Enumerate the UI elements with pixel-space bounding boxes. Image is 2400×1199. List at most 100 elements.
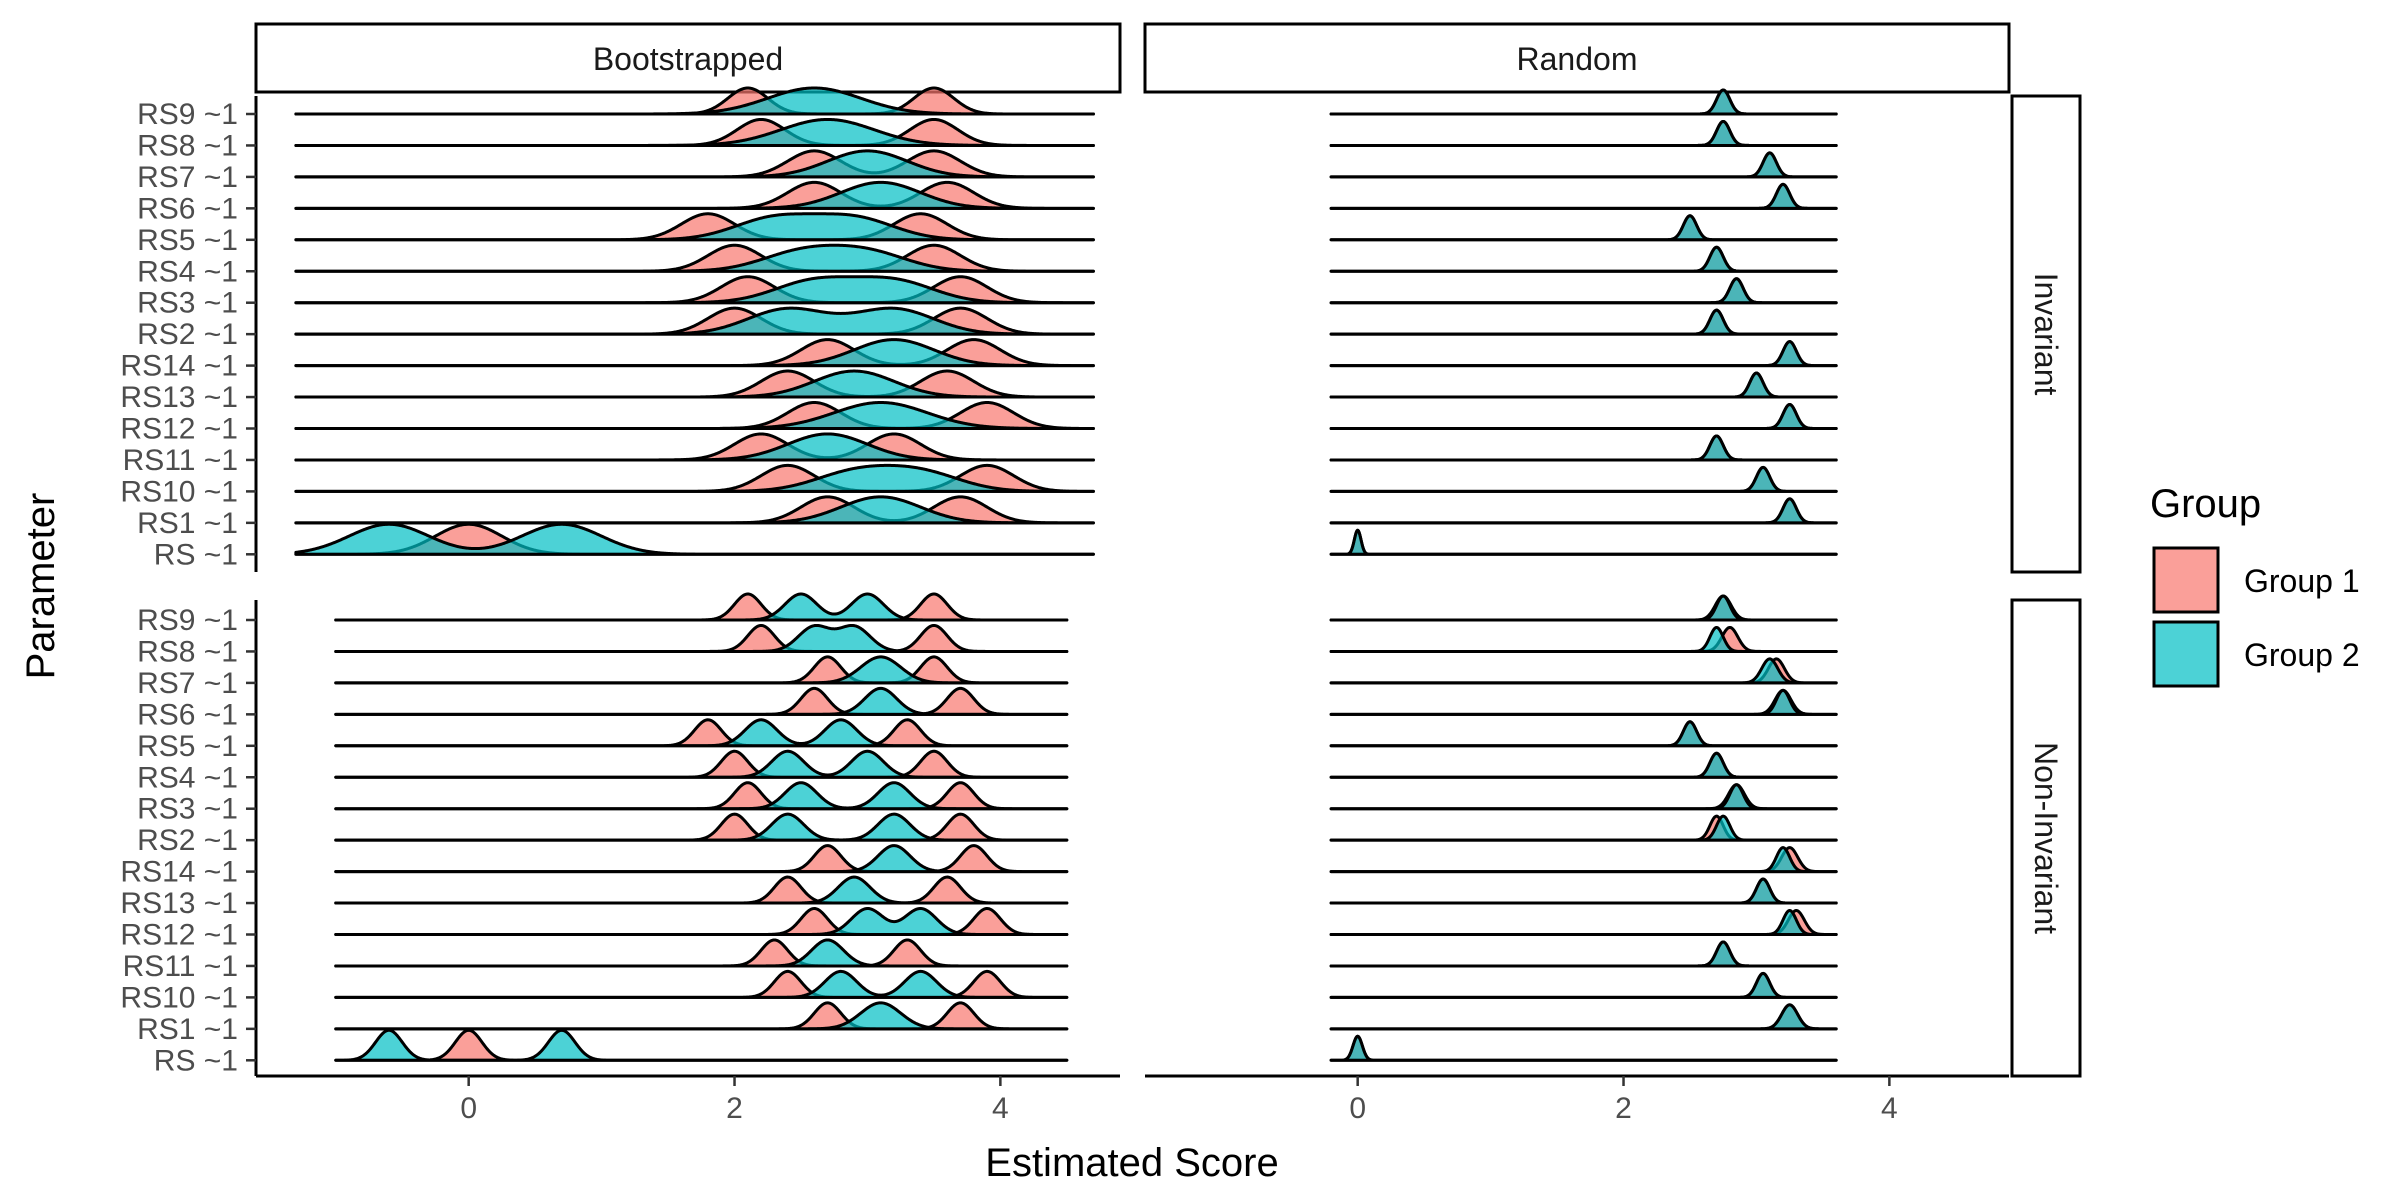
panels-layer bbox=[294, 86, 1838, 1062]
strip-bootstrapped-box bbox=[254, 22, 1122, 94]
strip-non-invariant-box bbox=[2010, 598, 2082, 1078]
y-tick-label: RS14 ~1 bbox=[120, 350, 238, 383]
density-group-2 bbox=[1329, 340, 1838, 368]
ridge-rs71 bbox=[334, 655, 1069, 685]
ridge-rs101 bbox=[294, 463, 1095, 493]
density-group-2 bbox=[1329, 783, 1838, 811]
x-tick-label: 0 bbox=[1349, 1092, 1366, 1125]
density-group-2 bbox=[1329, 182, 1838, 210]
density-group-2 bbox=[334, 1001, 1069, 1031]
ridge-rs91 bbox=[1329, 594, 1838, 622]
strip-random-box bbox=[1143, 22, 2011, 94]
ridge-rs101 bbox=[1329, 465, 1838, 493]
ridge-rs31 bbox=[1329, 783, 1838, 811]
density-group-1 bbox=[294, 180, 1095, 210]
ridge-rs81 bbox=[1329, 625, 1838, 653]
y-tick-label: RS10 ~1 bbox=[120, 475, 238, 508]
ridge-rs111 bbox=[334, 938, 1069, 968]
ridge-rs61 bbox=[1329, 688, 1838, 716]
y-tick-label: RS7 ~1 bbox=[137, 161, 238, 194]
y-tick-label: RS6 ~1 bbox=[137, 698, 238, 731]
ridge-rs1 bbox=[334, 1028, 1069, 1062]
density-group-2 bbox=[1329, 940, 1838, 968]
density-group-2 bbox=[334, 1028, 1069, 1062]
density-group-2 bbox=[294, 495, 1095, 525]
ridge-rs21 bbox=[334, 812, 1069, 842]
density-group-1 bbox=[1329, 497, 1838, 525]
x-axis-title: Estimated Score bbox=[985, 1141, 1278, 1185]
ridge-rs121 bbox=[1329, 909, 1838, 936]
density-group-2 bbox=[334, 623, 1069, 653]
ridge-rs1 bbox=[1329, 1034, 1838, 1062]
density-group-1 bbox=[1329, 245, 1838, 273]
density-group-2 bbox=[294, 369, 1095, 399]
y-tick-label: RS2 ~1 bbox=[137, 318, 238, 351]
density-group-2 bbox=[1329, 277, 1838, 305]
y-tick-label: RS7 ~1 bbox=[137, 667, 238, 700]
strip-random-label: Random bbox=[1517, 41, 1638, 77]
ridge-rs41 bbox=[1329, 245, 1838, 273]
density-group-2 bbox=[1329, 119, 1838, 147]
strip-invariant-label: Invariant bbox=[2028, 273, 2064, 396]
density-group-1 bbox=[334, 938, 1069, 968]
density-group-2 bbox=[1329, 465, 1838, 493]
density-group-2 bbox=[294, 432, 1095, 462]
ridge-rs121 bbox=[334, 907, 1069, 936]
y-tick-label: RS ~1 bbox=[154, 538, 238, 571]
density-group-2 bbox=[1329, 971, 1838, 999]
density-group-2 bbox=[1329, 657, 1838, 685]
density-group-1 bbox=[1329, 846, 1838, 874]
x-tick-label: 4 bbox=[992, 1092, 1009, 1125]
ridge-rs41 bbox=[1329, 751, 1838, 779]
density-group-2 bbox=[294, 275, 1095, 305]
density-group-1 bbox=[1329, 308, 1838, 336]
ridge-rs111 bbox=[294, 432, 1095, 462]
density-group-1 bbox=[1329, 1003, 1838, 1031]
density-group-1 bbox=[1329, 751, 1838, 779]
density-group-1 bbox=[294, 369, 1095, 399]
y-tick-label: RS9 ~1 bbox=[137, 98, 238, 131]
panel-random-invariant bbox=[1329, 88, 1838, 556]
density-group-1 bbox=[1329, 403, 1838, 430]
ridge-rs61 bbox=[334, 686, 1069, 716]
density-group-2 bbox=[294, 401, 1095, 430]
y-tick-label: RS11 ~1 bbox=[123, 444, 238, 477]
row-strips: Invariant Non-Invariant bbox=[2010, 94, 2082, 1078]
density-group-2 bbox=[1329, 88, 1838, 116]
x-tick-label: 2 bbox=[726, 1092, 743, 1125]
ridge-rs41 bbox=[334, 749, 1069, 779]
density-group-1 bbox=[294, 495, 1095, 525]
density-group-1 bbox=[334, 907, 1069, 936]
ridge-rs121 bbox=[1329, 403, 1838, 430]
density-group-2 bbox=[294, 243, 1095, 273]
ridge-rs141 bbox=[294, 338, 1095, 368]
ridge-rs21 bbox=[294, 306, 1095, 336]
density-group-2 bbox=[1329, 846, 1838, 874]
ridge-rs11 bbox=[334, 1001, 1069, 1031]
ridge-rs11 bbox=[1329, 1003, 1838, 1031]
density-group-1 bbox=[334, 969, 1069, 999]
density-group-1 bbox=[294, 432, 1095, 462]
density-group-1 bbox=[1329, 940, 1838, 968]
density-group-2 bbox=[1329, 497, 1838, 525]
density-group-2 bbox=[334, 718, 1069, 748]
ridge-rs71 bbox=[1329, 151, 1838, 179]
y-tick-label: RS9 ~1 bbox=[137, 604, 238, 637]
y-tick-label: RS12 ~1 bbox=[120, 413, 238, 446]
density-group-1 bbox=[1329, 340, 1838, 368]
y-tick-label: RS6 ~1 bbox=[137, 192, 238, 225]
y-tick-label: RS5 ~1 bbox=[137, 224, 238, 257]
density-group-1 bbox=[1329, 277, 1838, 305]
y-tick-label: RS3 ~1 bbox=[137, 287, 238, 320]
ridge-rs91 bbox=[334, 592, 1069, 622]
y-tick-label: RS1 ~1 bbox=[137, 507, 238, 540]
ridge-rs71 bbox=[294, 149, 1095, 179]
density-group-2 bbox=[334, 844, 1069, 874]
density-group-2 bbox=[334, 907, 1069, 936]
density-group-1 bbox=[334, 812, 1069, 842]
ridge-rs91 bbox=[1329, 88, 1838, 116]
density-group-2 bbox=[1329, 528, 1838, 556]
